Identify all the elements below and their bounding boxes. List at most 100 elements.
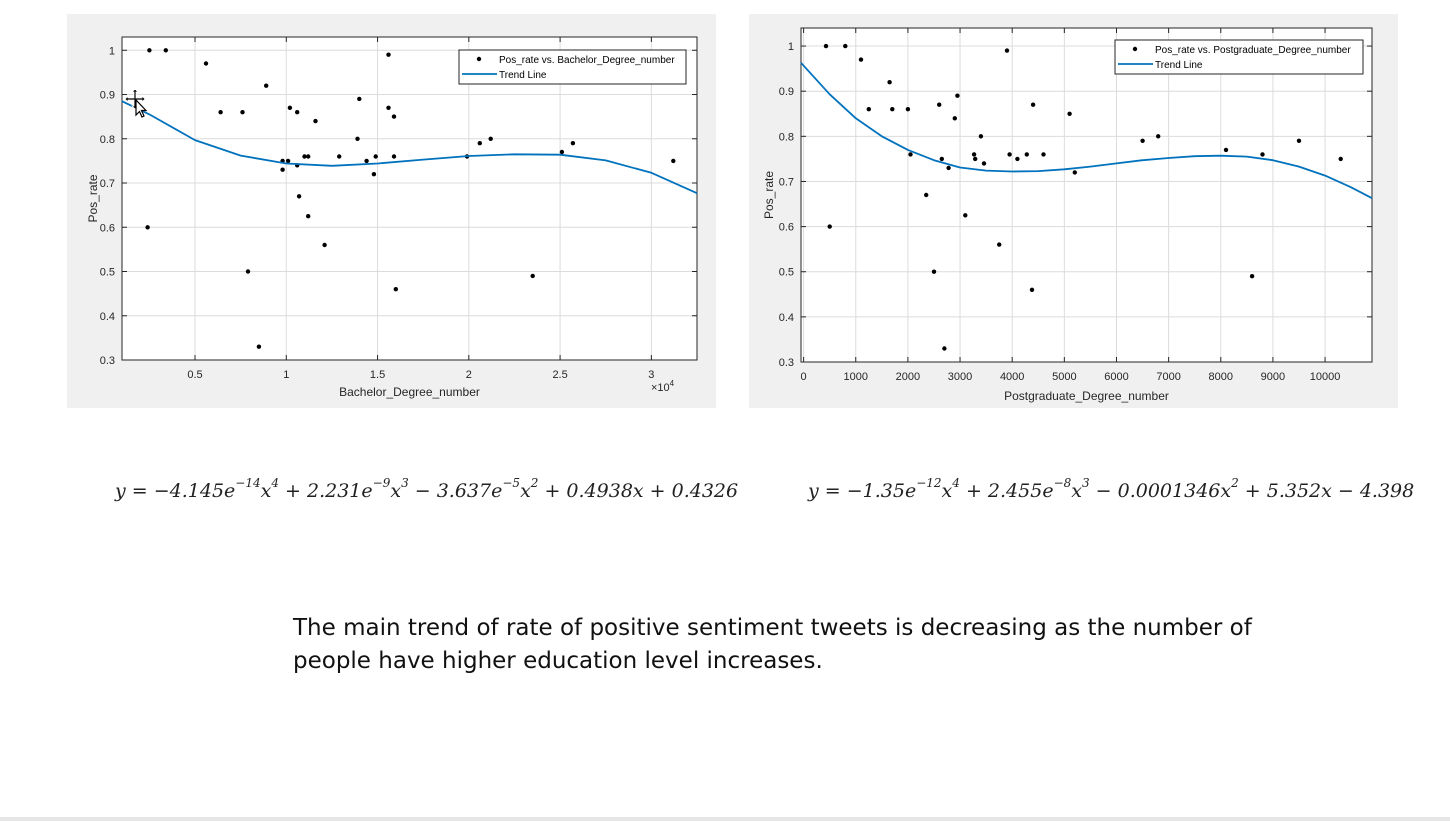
- data-point: [823, 43, 829, 49]
- data-point: [240, 110, 245, 115]
- plot-area: [801, 28, 1372, 362]
- data-point: [393, 287, 398, 292]
- x-tick-label: 8000: [1209, 371, 1233, 383]
- y-axis-label: Pos_rate: [86, 174, 100, 222]
- conclusion-text: The main trend of rate of positive senti…: [293, 615, 1252, 674]
- data-point: [843, 43, 848, 49]
- data-point: [1296, 138, 1302, 143]
- data-point: [1015, 156, 1020, 162]
- y-tick-label: 0.9: [779, 86, 794, 98]
- data-point: [357, 96, 362, 102]
- x-tick-label: 3: [648, 369, 654, 381]
- data-point: [1030, 102, 1036, 107]
- data-point: [337, 154, 342, 159]
- y-tick-label: 0.3: [779, 357, 794, 369]
- data-point: [313, 118, 318, 124]
- legend-box: [458, 49, 687, 85]
- data-point: [890, 107, 895, 112]
- data-point: [827, 224, 832, 229]
- data-point: [295, 110, 300, 115]
- y-tick-label: 0.4: [779, 312, 794, 324]
- data-point: [1041, 152, 1046, 157]
- x-tick-label: 6000: [1104, 371, 1128, 383]
- data-point: [364, 158, 369, 164]
- data-point: [1223, 147, 1229, 153]
- data-point: [1067, 111, 1072, 117]
- data-point: [306, 154, 311, 159]
- data-point: [905, 107, 911, 112]
- data-point: [937, 102, 942, 107]
- data-point: [887, 80, 892, 85]
- data-point: [477, 141, 482, 146]
- y-tick-label: 0.5: [779, 267, 794, 279]
- x-tick-label: 2000: [896, 371, 920, 383]
- y-tick-label: 0.8: [100, 134, 115, 146]
- axes-box: [121, 36, 698, 361]
- data-point: [1249, 274, 1255, 279]
- data-point: [1156, 134, 1161, 139]
- data-point: [391, 154, 397, 159]
- page-bottom-border: [0, 817, 1450, 821]
- data-point: [256, 344, 262, 349]
- x-tick-label: 0: [801, 371, 807, 383]
- x-tick-label: 1.5: [370, 369, 385, 381]
- x-tick-label: 4000: [1000, 371, 1024, 383]
- data-point: [858, 57, 864, 62]
- x-tick-label: 7000: [1156, 371, 1180, 383]
- data-point: [391, 114, 397, 119]
- y-tick-label: 0.7: [779, 176, 794, 188]
- data-point: [973, 156, 978, 162]
- x-tick-label: 1000: [844, 371, 868, 383]
- data-point: [1029, 287, 1035, 292]
- legend-point-swatch: [1132, 46, 1138, 52]
- y-tick-label: 0.4: [100, 311, 115, 323]
- data-point: [1260, 152, 1265, 157]
- data-point: [955, 93, 960, 98]
- y-tick-label: 0.3: [100, 355, 115, 367]
- y-tick-label: 0.6: [100, 222, 115, 234]
- y-tick-label: 0.8: [779, 131, 794, 143]
- x-tick-label: 0.5: [187, 369, 202, 381]
- data-point: [1004, 48, 1010, 53]
- data-point: [1140, 138, 1145, 143]
- data-point: [285, 158, 291, 164]
- plot-area: [122, 37, 697, 360]
- data-point: [530, 273, 535, 279]
- x-axis-exponent-label: ×104: [651, 379, 675, 394]
- data-point: [939, 156, 944, 162]
- legend-entry: Pos_rate vs. Postgraduate_Degree_number: [1155, 45, 1351, 56]
- data-point: [302, 154, 307, 159]
- x-axis-label: Postgraduate_Degree_number: [1004, 389, 1169, 403]
- data-point: [559, 149, 565, 155]
- data-point: [322, 242, 327, 248]
- data-point: [924, 192, 929, 198]
- data-point: [147, 48, 152, 53]
- data-point: [488, 136, 493, 141]
- data-point: [163, 48, 168, 53]
- data-point: [306, 214, 311, 219]
- data-point: [218, 110, 223, 115]
- y-tick-label: 1: [109, 45, 115, 57]
- data-point: [145, 225, 150, 230]
- bachelor-scatter-chart: 0.5 1 1.5 2 2.5 3 0.3 0.4 0.5 0.6 0.7 0.8 0.9 1 Bachel…: [86, 36, 698, 399]
- data-point: [866, 107, 871, 112]
- data-point: [280, 167, 285, 172]
- data-point: [997, 242, 1002, 247]
- x-axis-label: Bachelor_Degree_number: [339, 385, 480, 399]
- data-point: [371, 172, 377, 177]
- left-figure-panel: 0.5 1 1.5 2 2.5 3 0.3 0.4 0.5 0.6 0.7 0.8 0.9 1 Bachel…: [67, 14, 716, 408]
- data-point: [570, 141, 576, 146]
- x-tick-label: 3000: [948, 371, 972, 383]
- legend-point-swatch: [476, 56, 482, 62]
- y-axis-label: Pos_rate: [762, 171, 776, 219]
- data-point: [978, 134, 984, 139]
- trend-line: [800, 62, 1373, 199]
- data-point: [963, 213, 968, 218]
- x-exponent-base: ×10: [651, 382, 670, 394]
- y-tick-label: 0.9: [100, 90, 115, 102]
- y-tick-label: 0.7: [100, 178, 115, 190]
- x-tick-label: 9000: [1261, 371, 1285, 383]
- data-point: [296, 194, 302, 199]
- data-point: [245, 269, 251, 274]
- y-tick-label: 0.5: [100, 267, 115, 279]
